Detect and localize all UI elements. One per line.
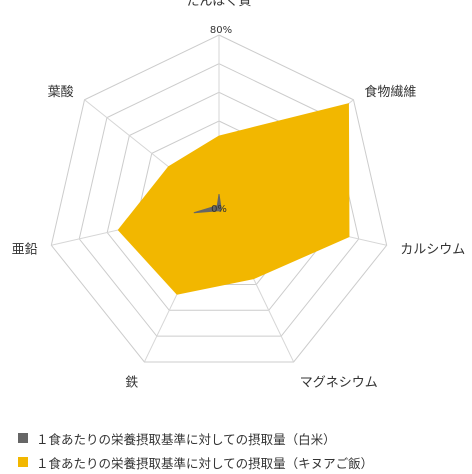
tick-label-max: 80% xyxy=(210,25,232,36)
axis-label-0: たんぱく質 xyxy=(186,0,251,9)
tick-label-min: 0% xyxy=(211,204,227,215)
legend-swatch-quinoa-rice xyxy=(18,457,28,467)
legend-label-quinoa-rice: １食あたりの栄養摂取基準に対しての摂取量（キヌアご飯） xyxy=(36,455,374,471)
axis-label-6: 葉酸 xyxy=(48,85,74,100)
axis-label-1: 食物繊維 xyxy=(364,84,416,100)
legend: １食あたりの栄養摂取基準に対しての摂取量（白米） １食あたりの栄養摂取基準に対し… xyxy=(18,426,373,474)
axis-label-5: 亜鉛 xyxy=(12,242,38,257)
grid-ring-6 xyxy=(50,34,388,363)
legend-item-white-rice[interactable]: １食あたりの栄養摂取基準に対しての摂取量（白米） xyxy=(18,426,373,450)
axis-label-3: マグネシウム xyxy=(300,376,378,391)
legend-swatch-white-rice xyxy=(18,433,28,443)
axis-label-4: 鉄 xyxy=(125,376,138,391)
series-area-0 xyxy=(193,194,222,214)
series-area-1 xyxy=(117,103,350,295)
legend-item-quinoa-rice[interactable]: １食あたりの栄養摂取基準に対しての摂取量（キヌアご飯） xyxy=(18,450,373,474)
series-layer xyxy=(117,103,350,295)
legend-label-white-rice: １食あたりの栄養摂取基準に対しての摂取量（白米） xyxy=(36,431,336,447)
axis-label-2: カルシウム xyxy=(400,242,465,257)
